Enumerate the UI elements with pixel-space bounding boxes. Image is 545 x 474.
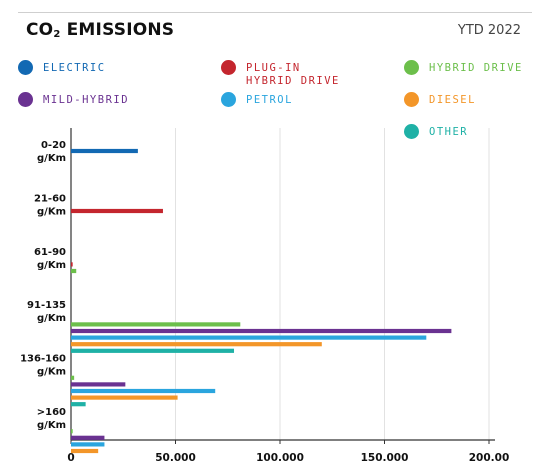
legend-item-plugin: Plug-in Hybrid Drive [221, 60, 340, 88]
bar-hybrid [71, 268, 77, 274]
bar-plugin [71, 208, 163, 214]
legend-label: Electric [43, 62, 106, 74]
bar-other [71, 348, 235, 353]
category-label: 21-60 [34, 193, 66, 204]
category-label: g/Km [37, 260, 66, 271]
bar-mild [71, 328, 452, 334]
legend-swatch [18, 60, 33, 75]
legend-label: Diesel [429, 94, 476, 106]
legend-label: Hybrid Drive [429, 62, 523, 74]
category-label: g/Km [37, 367, 66, 378]
bar-petrol [71, 388, 216, 394]
category-label: >160 [37, 407, 66, 418]
x-tick-label: 0 [67, 452, 74, 464]
category-label: 136-160 [20, 354, 66, 365]
legend-label: Other [429, 126, 469, 138]
bar-petrol [71, 335, 427, 340]
chart-title: CO2 EMISSIONS [26, 20, 175, 40]
bar-hybrid [71, 375, 75, 380]
category-label: g/Km [37, 153, 66, 164]
x-tick-label: 200.00 [469, 452, 510, 464]
bar-electric [71, 148, 138, 154]
bar-diesel [71, 395, 178, 400]
x-tick-label: 100.000 [256, 452, 304, 464]
category-label: 0-20 [41, 140, 66, 151]
x-tick-label: 150.000 [361, 452, 409, 464]
legend-label: Petrol [246, 94, 293, 106]
legend-item-diesel: Diesel [404, 92, 476, 107]
bar-mild [71, 382, 126, 387]
category-label: g/Km [37, 313, 66, 324]
legend-swatch [404, 60, 419, 75]
legend-item-hybrid: Hybrid Drive [404, 60, 523, 75]
category-label: 91-135 [27, 300, 66, 311]
legend-item-mild: Mild-Hybrid [18, 92, 129, 107]
legend-item-petrol: Petrol [221, 92, 293, 107]
legend-swatch [18, 92, 33, 107]
legend-item-electric: Electric [18, 60, 106, 75]
legend-item-other: Other [404, 124, 468, 139]
bar-mild [71, 435, 105, 440]
legend-swatch [221, 60, 236, 75]
bar-diesel [71, 448, 99, 454]
bar-other [71, 402, 86, 407]
bar-diesel [71, 342, 322, 347]
bar-petrol [71, 442, 105, 447]
legend-label: Plug-in Hybrid Drive [246, 62, 340, 87]
bar-hybrid [71, 429, 73, 434]
category-label: g/Km [37, 206, 66, 217]
top-divider [18, 12, 532, 13]
legend-swatch [404, 124, 419, 139]
bar-plugin [71, 262, 73, 267]
category-label: 61-90 [34, 247, 66, 258]
category-label: g/Km [37, 420, 66, 431]
legend-label: Mild-Hybrid [43, 94, 130, 106]
legend-swatch [404, 92, 419, 107]
x-tick-label: 50.000 [155, 452, 196, 464]
bar-hybrid [71, 322, 241, 327]
legend-swatch [221, 92, 236, 107]
period-label: YTD 2022 [457, 23, 521, 38]
